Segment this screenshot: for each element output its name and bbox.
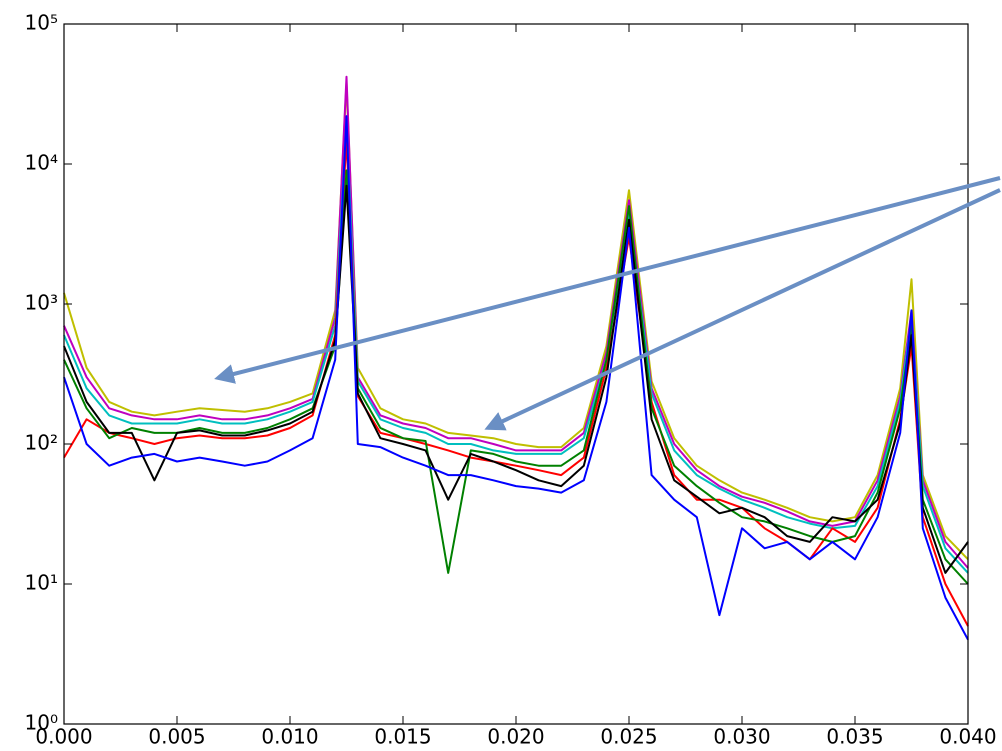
- x-tick-label: 0.005: [148, 725, 205, 749]
- y-tick-label: 10²: [25, 431, 58, 455]
- series-line: [63, 115, 969, 641]
- axes-frame: [63, 23, 969, 725]
- series-line: [63, 81, 969, 560]
- x-tick-label: 0.030: [713, 725, 770, 749]
- x-tick-label: 0.010: [261, 725, 318, 749]
- x-tick-label: 0.020: [487, 725, 544, 749]
- x-tick-label: 0.000: [35, 725, 92, 749]
- x-tick-label: 0.025: [600, 725, 657, 749]
- x-tick-label: 0.040: [939, 725, 996, 749]
- annotation-arrow: [214, 176, 1001, 384]
- series-line: [63, 138, 969, 627]
- y-tick-label: 10⁵: [25, 11, 58, 35]
- y-tick-label: 10⁰: [25, 711, 58, 735]
- y-tick-label: 10³: [25, 291, 58, 315]
- y-tick-label: 10¹: [25, 571, 58, 595]
- annotation-arrow: [484, 188, 1001, 431]
- series-line: [63, 75, 969, 569]
- x-tick-label: 0.035: [826, 725, 883, 749]
- series-line: [63, 184, 969, 574]
- y-tick-label: 10⁴: [25, 151, 58, 175]
- x-tick-label: 0.015: [374, 725, 431, 749]
- series-line: [63, 120, 969, 574]
- plot-area: [63, 75, 969, 641]
